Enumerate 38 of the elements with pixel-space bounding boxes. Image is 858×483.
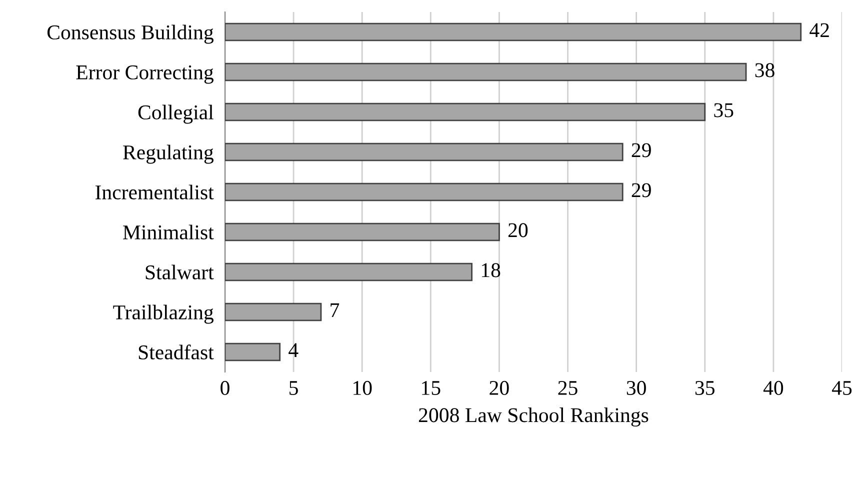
bar [225, 102, 706, 122]
data-label: 20 [508, 223, 528, 238]
x-tick-label: 0 [220, 380, 230, 395]
data-label: 35 [714, 103, 734, 118]
y-tick-label: Steadfast [138, 344, 214, 360]
y-tick-label: Regulating [123, 144, 214, 164]
bar [225, 342, 281, 362]
y-tick-label: Trailblazing [113, 304, 214, 324]
y-tick-label: Stalwart [146, 264, 214, 280]
data-label: 42 [810, 23, 829, 38]
y-tick-label: Consensus Building [47, 24, 214, 44]
x-tick-label: 35 [695, 380, 714, 395]
data-label: 38 [755, 63, 774, 78]
x-tick-label: 45 [832, 381, 852, 395]
x-tick-label: 15 [422, 381, 440, 395]
bar [225, 62, 747, 82]
data-label: 29 [632, 183, 651, 198]
x-tick-label: 30 [626, 380, 646, 395]
bar [225, 182, 624, 202]
data-label: 29 [632, 143, 651, 158]
x-tick-label: 20 [490, 380, 509, 395]
y-tick-label: Error Correcting [76, 65, 214, 84]
data-label: 18 [482, 263, 500, 278]
y-tick-label: Minimalist [123, 224, 214, 240]
bar [225, 142, 624, 162]
data-label: 4 [288, 343, 298, 358]
bar [225, 222, 500, 242]
x-axis-title: 2008 Law School Rankings [418, 408, 648, 427]
bar [225, 302, 322, 322]
data-label: 7 [330, 303, 340, 318]
bar [225, 262, 472, 282]
bar [225, 22, 802, 42]
x-tick-label: 10 [354, 380, 372, 395]
y-tick-label: Incrementalist [95, 184, 214, 200]
x-tick-label: 25 [558, 380, 578, 395]
x-tick-label: 40 [763, 380, 784, 395]
y-tick-label: Collegial [138, 104, 214, 124]
x-tick-label: 5 [290, 381, 298, 395]
